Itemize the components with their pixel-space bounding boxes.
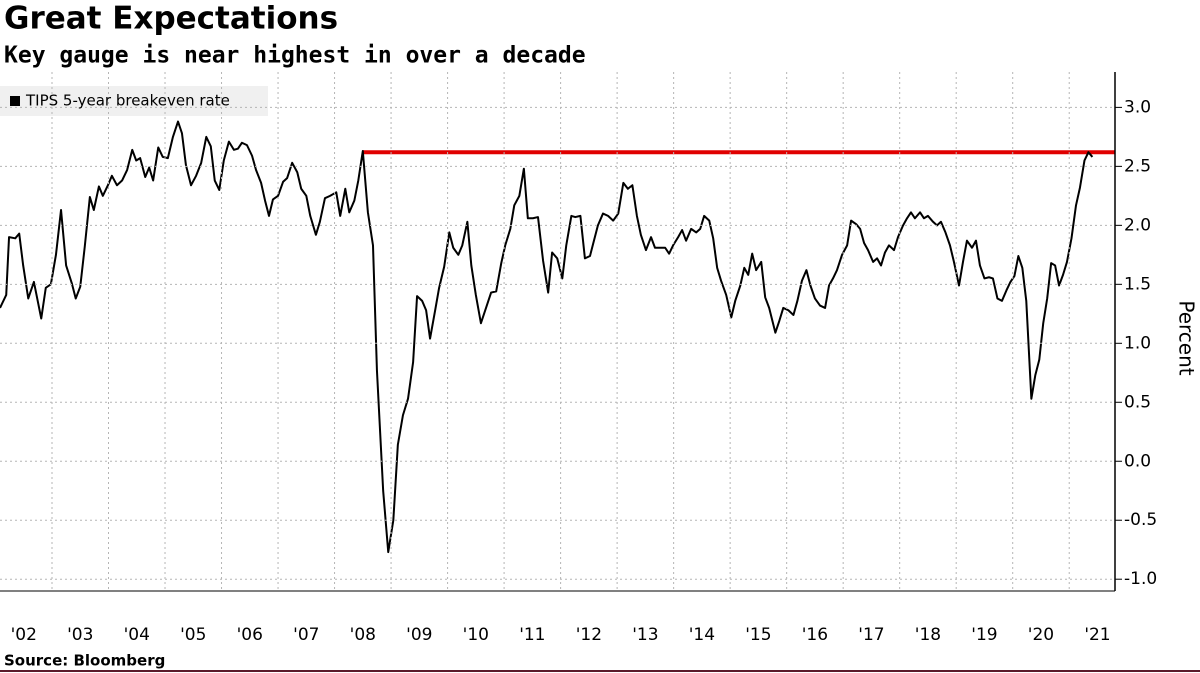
y-tick-label: -1.0: [1124, 569, 1157, 589]
x-tick-label: '15: [745, 625, 771, 645]
x-tick-label: '02: [11, 625, 37, 645]
x-tick-label: '08: [350, 625, 376, 645]
data-line: [0, 120, 1094, 554]
y-tick-label: 3.0: [1124, 97, 1151, 117]
x-tick-label: '05: [180, 625, 206, 645]
x-tick-label: '11: [519, 625, 545, 645]
legend-label: TIPS 5-year breakeven rate: [25, 92, 230, 110]
x-tick-label: '12: [576, 625, 602, 645]
x-tick-label: '21: [1084, 625, 1110, 645]
x-tick-label: '20: [1028, 625, 1054, 645]
x-tick-label: '03: [67, 625, 93, 645]
y-tick-label: 2.5: [1124, 156, 1151, 176]
x-tick-label: '18: [915, 625, 941, 645]
x-tick-label: '19: [971, 625, 997, 645]
x-tick-label: '10: [463, 625, 489, 645]
y-tick-label: 2.0: [1124, 215, 1151, 235]
y-tick-label: -0.5: [1124, 510, 1157, 530]
x-tick-label: '16: [802, 625, 828, 645]
x-tick-label: '09: [406, 625, 432, 645]
x-tick-label: '04: [124, 625, 150, 645]
x-tick-label: '07: [293, 625, 319, 645]
source: Source: Bloomberg: [4, 652, 165, 670]
legend-swatch: [10, 96, 20, 106]
x-tick-label: '06: [237, 625, 263, 645]
plot-area: [0, 120, 1115, 554]
y-tick-label: 1.5: [1124, 274, 1151, 294]
x-tick-label: '13: [632, 625, 658, 645]
x-tick-label: '17: [858, 625, 884, 645]
y-tick-label: 0.0: [1124, 451, 1151, 471]
y-tick-label: 0.5: [1124, 392, 1151, 412]
y-tick-label: 1.0: [1124, 333, 1151, 353]
chart-title: Great Expectations: [4, 1, 338, 37]
x-tick-label: '14: [689, 625, 715, 645]
y-axis-title: Percent: [1175, 300, 1199, 375]
legend-box: [0, 86, 268, 116]
chart-subtitle: Key gauge is near highest in over a deca…: [4, 43, 586, 69]
